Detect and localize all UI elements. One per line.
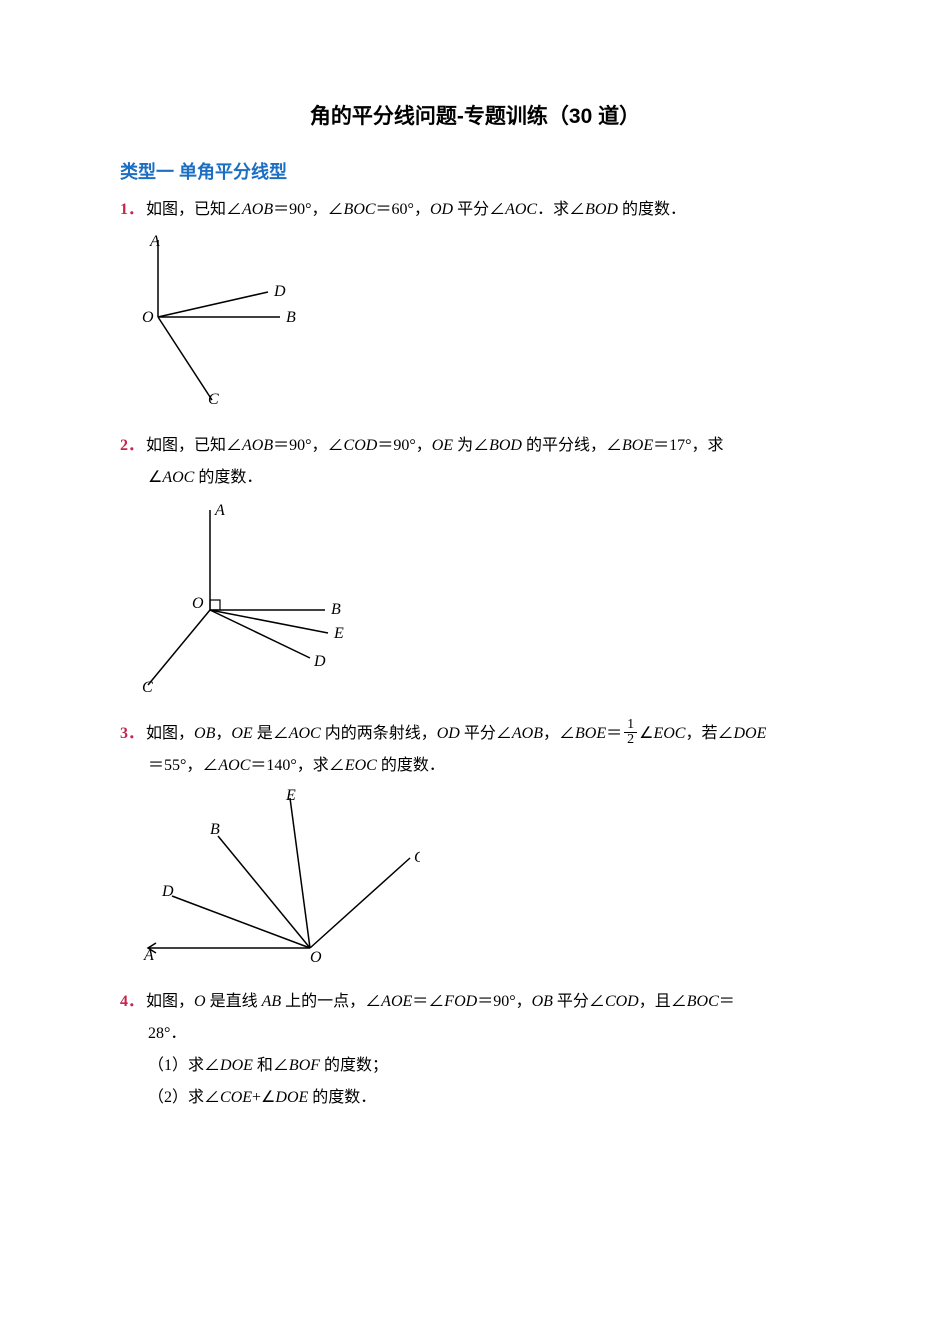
- problem-text: ＝55°，∠AOC＝140°，求∠EOC 的度数．: [120, 750, 830, 782]
- problem-text: 28°．: [120, 1018, 830, 1050]
- svg-text:D: D: [273, 283, 286, 300]
- svg-text:O: O: [142, 309, 154, 326]
- geometry-figure: A D B E C O: [140, 788, 420, 963]
- figure-wrapper: A D B E C O: [140, 788, 830, 968]
- geometry-figure: A BED C O: [140, 500, 350, 695]
- svg-text:E: E: [285, 788, 296, 804]
- problem-number: 2．: [120, 430, 144, 462]
- svg-text:A: A: [143, 947, 154, 963]
- section-header: 类型一 单角平分线型: [120, 158, 830, 184]
- svg-text:C: C: [208, 391, 219, 407]
- svg-text:B: B: [331, 601, 341, 618]
- problem-text: 如图，OB，OE 是∠AOC 内的两条射线，OD 平分∠AOB，∠BOE＝12∠…: [146, 718, 766, 750]
- svg-text:A: A: [214, 502, 225, 519]
- geometry-figure: A DB C O: [140, 232, 300, 407]
- problems-container: 1．如图，已知∠AOB＝90°，∠BOC＝60°，OD 平分∠AOC．求∠BOD…: [120, 194, 830, 1114]
- problem: 1．如图，已知∠AOB＝90°，∠BOC＝60°，OD 平分∠AOC．求∠BOD…: [120, 194, 830, 412]
- problem-number: 1．: [120, 194, 144, 226]
- problem-number: 4．: [120, 986, 144, 1018]
- problem-text: ∠AOC 的度数．: [120, 462, 830, 494]
- svg-text:C: C: [414, 849, 420, 866]
- svg-text:B: B: [286, 309, 296, 326]
- problem-subpart: （1）求∠DOE 和∠BOF 的度数；: [120, 1050, 830, 1082]
- problem: 2．如图，已知∠AOB＝90°，∠COD＝90°，OE 为∠BOD 的平分线，∠…: [120, 430, 830, 700]
- svg-text:D: D: [313, 653, 326, 670]
- svg-text:B: B: [210, 821, 220, 838]
- svg-text:C: C: [142, 679, 153, 695]
- problem-text: 如图，已知∠AOB＝90°，∠BOC＝60°，OD 平分∠AOC．求∠BOD 的…: [146, 194, 686, 226]
- problem: 3．如图，OB，OE 是∠AOC 内的两条射线，OD 平分∠AOB，∠BOE＝1…: [120, 718, 830, 968]
- problem-text: 如图，已知∠AOB＝90°，∠COD＝90°，OE 为∠BOD 的平分线，∠BO…: [146, 430, 723, 462]
- page-title: 角的平分线问题-专题训练（30 道）: [120, 100, 830, 130]
- figure-wrapper: A DB C O: [140, 232, 830, 412]
- problem: 4．如图，O 是直线 AB 上的一点，∠AOE＝∠FOD＝90°，OB 平分∠C…: [120, 986, 830, 1114]
- svg-text:O: O: [192, 595, 204, 612]
- svg-text:A: A: [149, 233, 160, 250]
- problem-text: 如图，O 是直线 AB 上的一点，∠AOE＝∠FOD＝90°，OB 平分∠COD…: [146, 986, 735, 1018]
- svg-text:O: O: [310, 949, 322, 963]
- svg-text:E: E: [333, 625, 344, 642]
- problem-subpart: （2）求∠COE+∠DOE 的度数．: [120, 1082, 830, 1114]
- problem-number: 3．: [120, 718, 144, 750]
- svg-text:D: D: [161, 883, 174, 900]
- figure-wrapper: A BED C O: [140, 500, 830, 700]
